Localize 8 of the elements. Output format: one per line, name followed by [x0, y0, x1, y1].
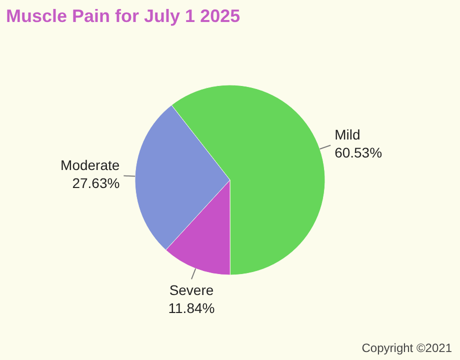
data-label: 27.63% [72, 174, 120, 191]
slice-label: Mild [334, 126, 360, 142]
data-label: 11.84% [168, 300, 215, 316]
chart-title: Muscle Pain for July 1 2025 [6, 6, 240, 26]
slice-label: Moderate [60, 156, 120, 173]
slice-label: Severe [169, 282, 214, 298]
text: Copyright ©2021 [362, 341, 452, 355]
data-label: 60.53% [334, 144, 382, 160]
